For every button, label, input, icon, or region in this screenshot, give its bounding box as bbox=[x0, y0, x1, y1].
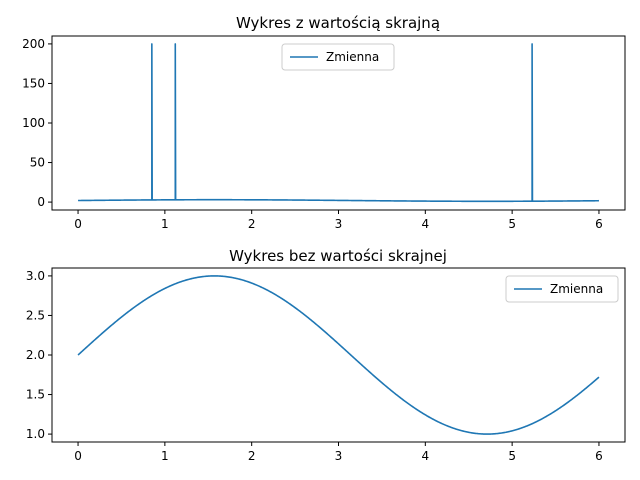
legend-label: Zmienna bbox=[550, 282, 603, 296]
x-tick-label: 5 bbox=[508, 449, 516, 463]
y-tick-label: 1.5 bbox=[26, 388, 45, 402]
x-tick-label: 1 bbox=[161, 217, 169, 231]
y-tick-label: 50 bbox=[30, 156, 45, 170]
y-tick-label: 150 bbox=[22, 76, 45, 90]
x-tick-label: 4 bbox=[421, 449, 429, 463]
chart-with-outliers: Wykres z wartością skrajną 0 1 2 3 4 5 6 0 50 100… bbox=[22, 14, 626, 231]
chart-title: Wykres z wartością skrajną bbox=[236, 14, 440, 32]
x-tick-label: 3 bbox=[335, 449, 343, 463]
x-tick-label: 4 bbox=[421, 217, 429, 231]
legend: Zmienna bbox=[281, 43, 395, 71]
chart-without-outliers: Wykres bez wartości skrajnej 0 1 2 3 4 5 6 1.0 1… bbox=[26, 247, 626, 463]
y-tick-label: 100 bbox=[22, 116, 45, 130]
x-tick-label: 2 bbox=[248, 217, 256, 231]
legend-box bbox=[281, 43, 395, 71]
legend-box bbox=[505, 275, 619, 303]
y-tick-label: 0 bbox=[37, 195, 45, 209]
y-tick-label: 2.5 bbox=[26, 308, 45, 322]
tick-group: 0 1 2 3 4 5 6 1.0 1.5 2.0 2.5 3.0 bbox=[26, 269, 603, 463]
x-tick-label: 5 bbox=[508, 217, 516, 231]
y-tick-label: 200 bbox=[22, 37, 45, 51]
x-tick-label: 1 bbox=[161, 449, 169, 463]
chart-title: Wykres bez wartości skrajnej bbox=[229, 247, 447, 265]
series-line-zmienna bbox=[78, 43, 599, 203]
series-line-zmienna bbox=[77, 275, 600, 435]
y-tick-label: 2.0 bbox=[26, 348, 45, 362]
y-tick-label: 3.0 bbox=[26, 269, 45, 283]
y-tick-label: 1.0 bbox=[26, 427, 45, 441]
x-tick-label: 6 bbox=[595, 217, 603, 231]
x-tick-label: 2 bbox=[248, 449, 256, 463]
x-tick-label: 0 bbox=[74, 217, 82, 231]
x-tick-label: 3 bbox=[335, 217, 343, 231]
tick-group: 0 1 2 3 4 5 6 0 50 100 150 200 bbox=[22, 37, 603, 231]
x-tick-label: 0 bbox=[74, 449, 82, 463]
series-group bbox=[78, 43, 599, 203]
series-group bbox=[77, 275, 600, 435]
legend: Zmienna bbox=[505, 275, 619, 303]
x-tick-label: 6 bbox=[595, 449, 603, 463]
legend-label: Zmienna bbox=[326, 50, 379, 64]
